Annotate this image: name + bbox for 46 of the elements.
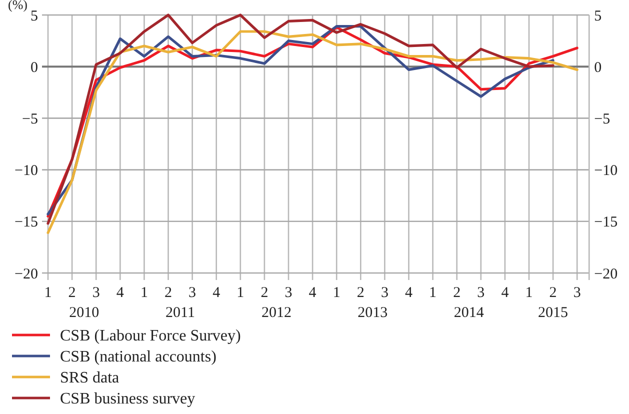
x-tick-label: 2 xyxy=(356,285,364,301)
x-tick-label: 4 xyxy=(212,285,221,301)
x-tick-label: 3 xyxy=(477,285,485,301)
x-tick-label: 3 xyxy=(92,285,100,301)
y-tick-label: −5 xyxy=(22,111,38,128)
x-tick-label: 1 xyxy=(525,285,533,301)
x-tick-label: 2 xyxy=(453,285,461,301)
y-tick-label: −20 xyxy=(14,266,38,282)
legend-label: CSB (national accounts) xyxy=(60,348,216,366)
y-tick-label: 0 xyxy=(30,60,38,76)
y-tick-label: 5 xyxy=(30,8,38,24)
y2-tick-label: −15 xyxy=(594,214,618,231)
text: 2011 xyxy=(166,305,195,321)
x-tick-label: 2 xyxy=(260,285,268,301)
x-tick-label: 4 xyxy=(308,285,317,301)
text: 2014 xyxy=(454,305,484,321)
x-tick-label: 3 xyxy=(380,285,388,301)
x-tick-label: 1 xyxy=(429,285,437,301)
y-tick-label: −10 xyxy=(14,163,38,180)
y2-tick-label: 0 xyxy=(594,60,602,76)
y-tick-label: −15 xyxy=(14,214,38,231)
x-tick-label: 1 xyxy=(236,285,244,301)
x-tick-label: 4 xyxy=(116,285,124,301)
x-tick-label: 3 xyxy=(284,285,292,301)
x-tick-label: 1 xyxy=(44,285,52,301)
text: 2012 xyxy=(261,305,292,321)
text: 2010 xyxy=(69,305,100,321)
x-tick-label: 2 xyxy=(164,285,172,301)
legend-label: SRS data xyxy=(60,370,120,387)
legend-label: CSB business survey xyxy=(60,390,196,408)
text: 2013 xyxy=(358,305,388,321)
x-tick-label: 4 xyxy=(405,285,413,301)
x-tick-label: 1 xyxy=(332,285,340,301)
x-tick-label: 3 xyxy=(188,285,196,301)
x-tick-label: 3 xyxy=(573,285,581,301)
text: 2015 xyxy=(538,305,568,321)
legend-label: CSB (Labour Force Survey) xyxy=(60,328,241,345)
y2-tick-label: −5 xyxy=(594,111,610,128)
y-axis-title: (%) xyxy=(8,0,28,12)
y2-tick-label: −20 xyxy=(594,266,618,282)
x-tick-label: 2 xyxy=(549,285,557,301)
y2-tick-label: −10 xyxy=(594,163,618,180)
x-tick-label: 4 xyxy=(501,285,510,301)
y2-tick-label: 5 xyxy=(594,8,602,24)
x-tick-label: 2 xyxy=(68,285,76,301)
x-tick-label: 1 xyxy=(140,285,148,301)
